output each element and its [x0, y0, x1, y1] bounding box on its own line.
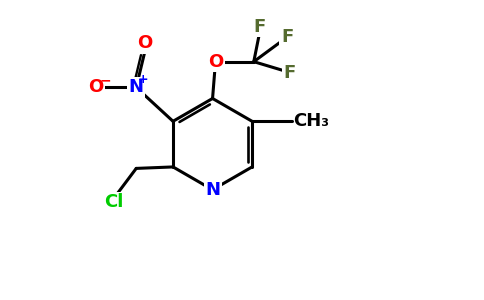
Text: −: − [100, 73, 111, 87]
Text: F: F [281, 28, 293, 46]
Text: N: N [205, 181, 220, 199]
Text: Cl: Cl [105, 193, 124, 211]
Text: O: O [208, 53, 223, 71]
Text: +: + [137, 73, 148, 86]
Text: N: N [129, 78, 144, 96]
Text: O: O [88, 78, 104, 96]
Text: CH₃: CH₃ [293, 112, 329, 130]
Text: F: F [254, 18, 266, 36]
Text: F: F [283, 64, 295, 82]
Text: O: O [137, 34, 152, 52]
